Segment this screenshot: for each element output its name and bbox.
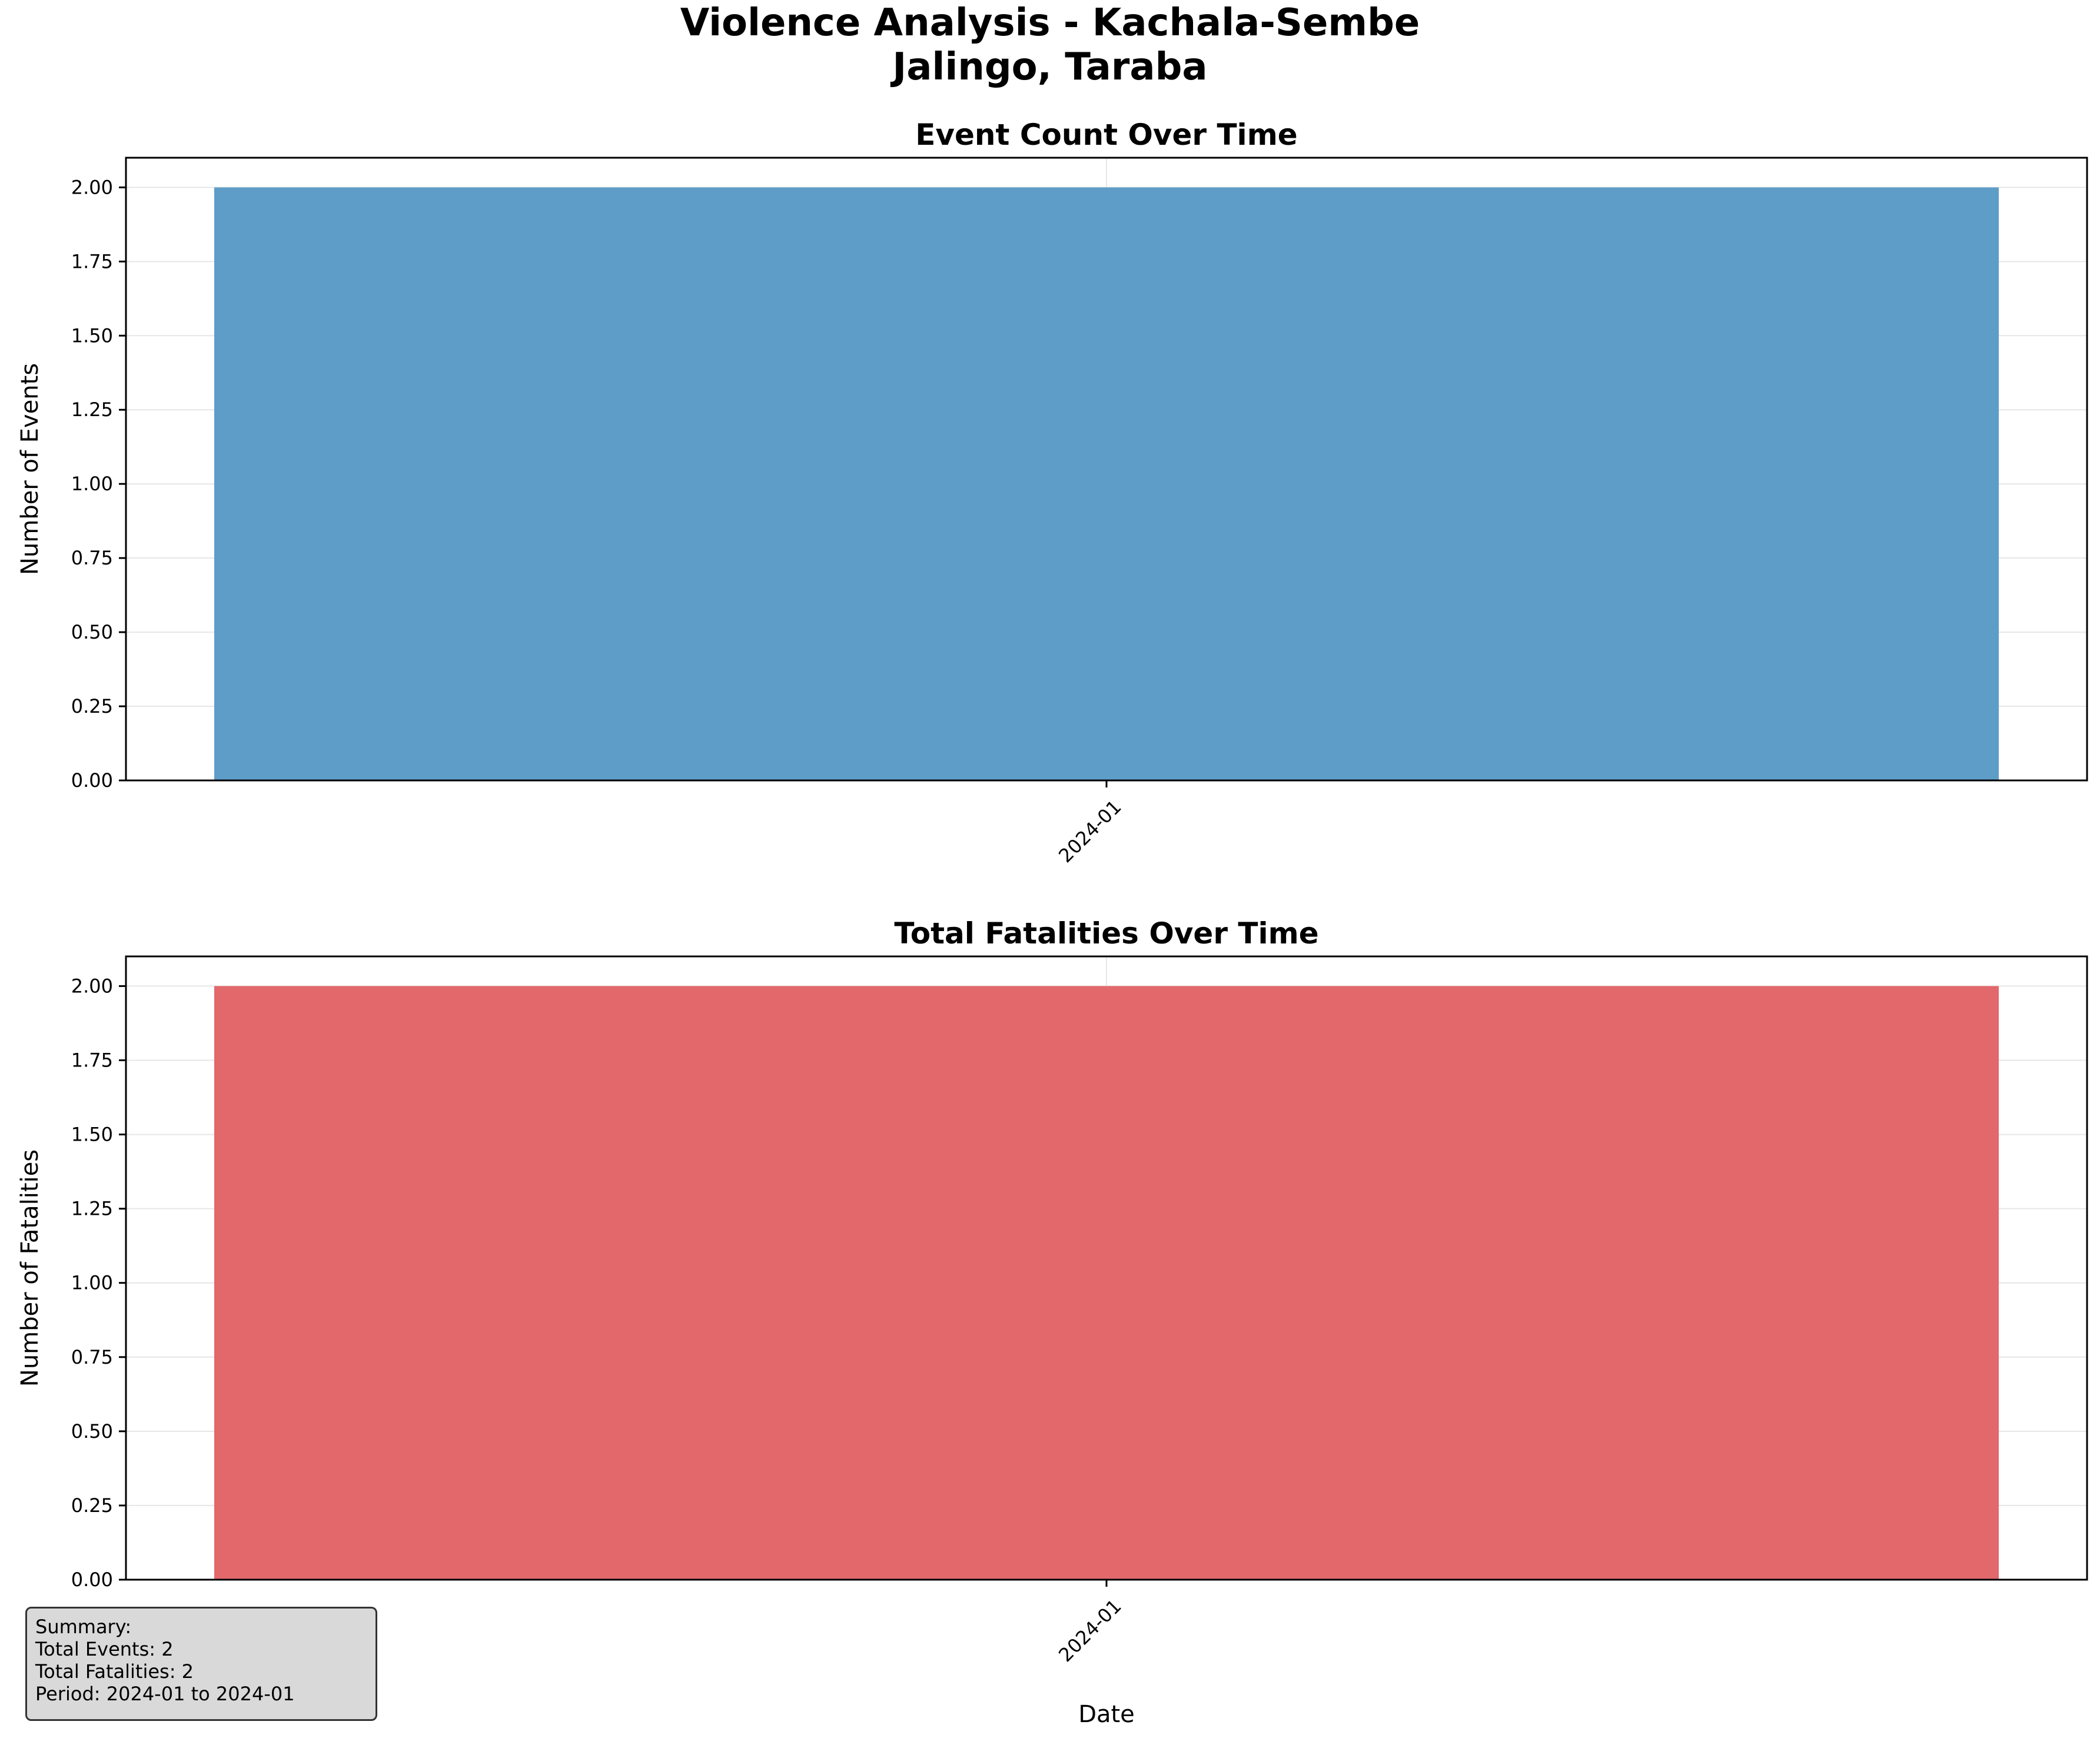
- events-chart: 0.00 0.25 0.50 0.75 1.00 1.25 1.50 1.75 2.00 2024…: [16, 118, 2088, 867]
- y-tick-label: 0.25: [71, 1494, 113, 1517]
- y-tick-label: 2.00: [71, 975, 113, 997]
- y-tick-label: 1.75: [71, 1049, 113, 1072]
- chart-title: Event Count Over Time: [915, 118, 1297, 152]
- y-tick-label: 0.50: [71, 621, 113, 643]
- x-tick-label: 2024-01: [1054, 796, 1125, 867]
- summary-box: Summary: Total Events: 2 Total Fatalitie…: [25, 1607, 377, 1721]
- y-tick-label: 0.25: [71, 695, 113, 717]
- x-axis-label: Date: [1078, 1701, 1135, 1728]
- chart-title: Total Fatalities Over Time: [894, 916, 1318, 951]
- y-tick-label: 1.00: [71, 473, 113, 495]
- y-tick-label: 1.25: [71, 398, 113, 421]
- bar: [214, 986, 1999, 1580]
- summary-period: Period: 2024-01 to 2024-01: [35, 1683, 295, 1705]
- summary-total-events: Total Events: 2: [35, 1638, 174, 1660]
- y-tick-label: 1.50: [71, 324, 113, 347]
- figure-title-line1: Violence Analysis - Kachala-Sembe: [680, 1, 1420, 45]
- y-tick-label: 0.50: [71, 1420, 113, 1443]
- summary-total-fatalities: Total Fatalities: 2: [35, 1660, 194, 1683]
- y-tick-label: 0.00: [71, 1568, 113, 1591]
- figure-title-line2: Jalingo, Taraba: [890, 45, 1207, 89]
- y-axis-label: Number of Events: [16, 363, 44, 575]
- y-tick-label: 0.75: [71, 547, 113, 569]
- y-axis-label: Number of Fatalities: [16, 1149, 44, 1387]
- y-tick-label: 1.00: [71, 1272, 113, 1294]
- y-tick-label: 0.75: [71, 1346, 113, 1368]
- y-tick-label: 1.25: [71, 1198, 113, 1220]
- bar: [214, 187, 1999, 780]
- y-tick-label: 1.75: [71, 250, 113, 273]
- y-tick-label: 2.00: [71, 176, 113, 198]
- y-tick-label: 0.00: [71, 769, 113, 792]
- y-tick-label: 1.50: [71, 1124, 113, 1146]
- x-tick-label: 2024-01: [1054, 1595, 1125, 1666]
- summary-heading: Summary:: [35, 1616, 132, 1638]
